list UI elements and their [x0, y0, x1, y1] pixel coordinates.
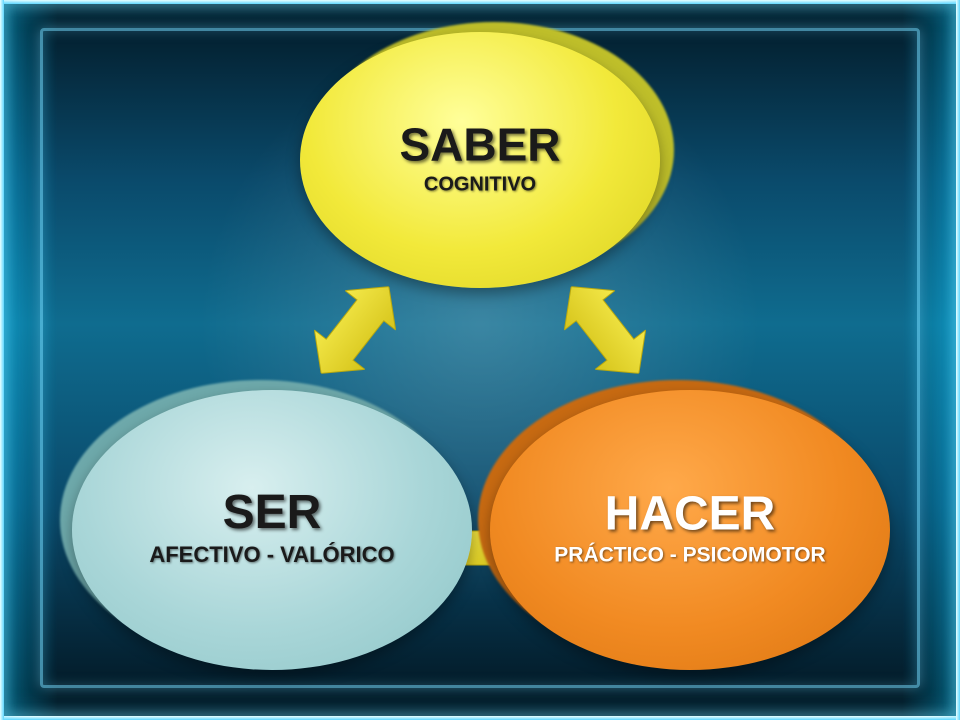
- node-saber-subtitle: COGNITIVO: [300, 173, 660, 196]
- edge-bar-left: [0, 0, 4, 720]
- edge-bar-top: [0, 0, 960, 4]
- node-saber-label: SABER COGNITIVO: [300, 117, 660, 196]
- node-hacer-label: HACER PRÁCTICO - PSICOMOTOR: [490, 486, 890, 567]
- node-hacer-title: HACER: [490, 486, 890, 541]
- node-ser: SER AFECTIVO - VALÓRICO: [72, 390, 472, 670]
- node-ser-subtitle: AFECTIVO - VALÓRICO: [72, 542, 472, 568]
- node-hacer-subtitle: PRÁCTICO - PSICOMOTOR: [490, 543, 890, 567]
- node-saber-title: SABER: [300, 117, 660, 171]
- edge-bar-right: [956, 0, 960, 720]
- slide-stage: SABER COGNITIVO SER AFECTIVO - VALÓRICO …: [0, 0, 960, 720]
- node-saber: SABER COGNITIVO: [300, 32, 660, 288]
- node-hacer: HACER PRÁCTICO - PSICOMOTOR: [490, 390, 890, 670]
- edge-bar-bottom: [0, 716, 960, 720]
- node-ser-title: SER: [72, 485, 472, 540]
- node-ser-label: SER AFECTIVO - VALÓRICO: [72, 485, 472, 568]
